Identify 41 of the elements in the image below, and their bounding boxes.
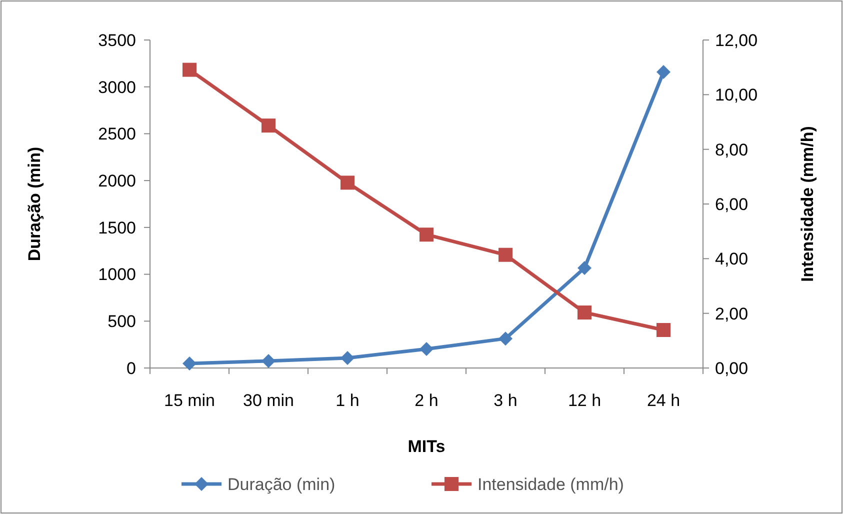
x-tick-label: 15 min bbox=[164, 391, 216, 410]
point bbox=[340, 350, 354, 365]
point bbox=[182, 62, 196, 77]
point bbox=[182, 356, 196, 370]
y-tick-label: 1500 bbox=[98, 218, 136, 238]
y2-tick-label: 0,00 bbox=[715, 358, 748, 378]
y-tick-label: 3000 bbox=[98, 78, 136, 97]
y2-tick-label: 10,00 bbox=[715, 86, 758, 105]
y-tick-label: 2000 bbox=[98, 172, 136, 191]
point bbox=[578, 306, 592, 320]
x-tick-label: 24 h bbox=[646, 391, 680, 410]
legend-label: Duração (min) bbox=[228, 474, 336, 494]
y-tick-label: 2500 bbox=[98, 124, 136, 144]
y2-tick-label: 6,00 bbox=[715, 194, 748, 214]
point bbox=[420, 342, 434, 356]
y2-tick-label: 12,00 bbox=[715, 30, 758, 50]
y2-axis-title: Intensidade (mm/h) bbox=[798, 126, 817, 282]
x-tick-label: 30 min bbox=[242, 391, 294, 410]
y-tick-label: 500 bbox=[108, 312, 136, 332]
point bbox=[262, 118, 276, 133]
y-tick-label: 0 bbox=[126, 358, 136, 378]
y-axis-title: Duração (min) bbox=[25, 146, 44, 262]
legend-label: Intensidade (mm/h) bbox=[478, 474, 624, 494]
x-tick-label: 2 h bbox=[414, 391, 438, 410]
y2-tick-label: 2,00 bbox=[715, 304, 748, 324]
point bbox=[420, 228, 434, 242]
y-tick-label: 3500 bbox=[98, 30, 136, 50]
x-tick-label: 12 h bbox=[568, 391, 602, 410]
y2-tick-label: 8,00 bbox=[715, 140, 748, 160]
y-tick-label: 1000 bbox=[98, 265, 136, 284]
x-tick-label: 1 h bbox=[336, 391, 360, 410]
point bbox=[498, 248, 512, 262]
y2-tick-label: 4,00 bbox=[715, 250, 748, 269]
point bbox=[498, 332, 512, 346]
point bbox=[656, 65, 670, 80]
point bbox=[656, 323, 670, 338]
point bbox=[262, 354, 276, 368]
x-axis-title: MITs bbox=[408, 437, 446, 456]
point bbox=[340, 176, 354, 190]
x-tick-label: 3 h bbox=[494, 391, 518, 410]
point bbox=[578, 261, 592, 276]
